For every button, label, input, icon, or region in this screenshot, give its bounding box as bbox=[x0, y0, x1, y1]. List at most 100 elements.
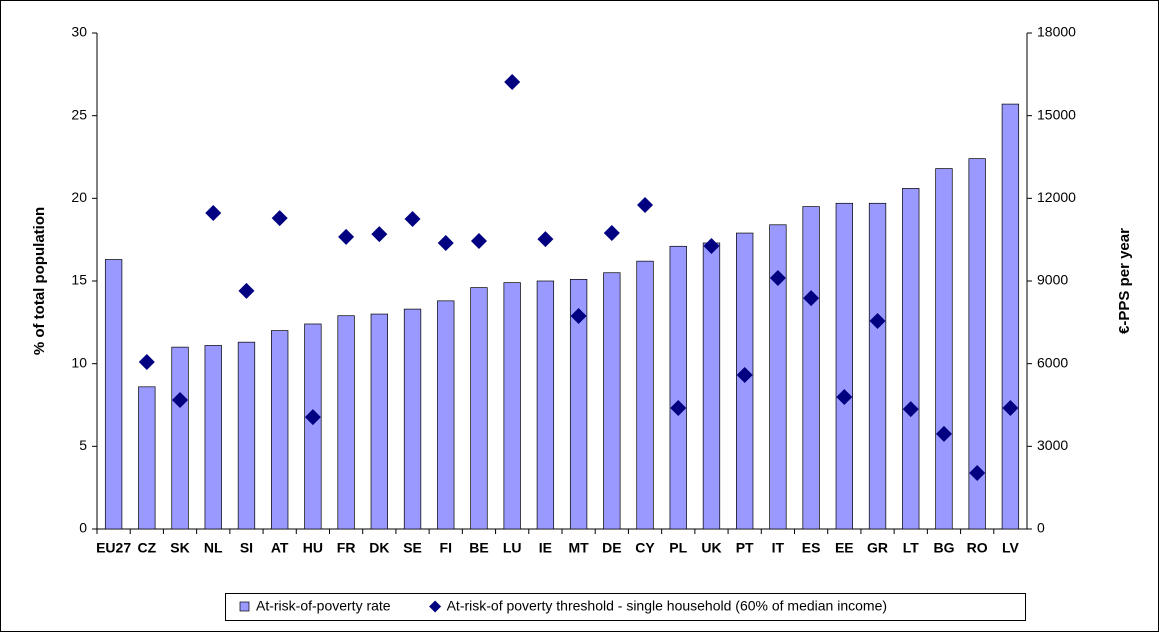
marker bbox=[736, 366, 753, 383]
bar bbox=[237, 341, 256, 530]
y2-tick-label: 6000 bbox=[1037, 354, 1068, 370]
bar bbox=[403, 308, 422, 530]
marker bbox=[238, 282, 255, 299]
marker bbox=[603, 225, 620, 242]
marker bbox=[504, 74, 521, 91]
bar bbox=[138, 386, 156, 530]
bar bbox=[437, 300, 455, 530]
marker bbox=[404, 211, 421, 227]
x-tick-label: IE bbox=[539, 540, 552, 556]
bar bbox=[636, 260, 654, 530]
x-tick-label: LV bbox=[1002, 540, 1020, 556]
marker bbox=[304, 409, 321, 426]
y2-tick-label: 12000 bbox=[1037, 189, 1076, 205]
bar bbox=[902, 188, 920, 530]
bar bbox=[370, 313, 388, 530]
bar bbox=[204, 345, 222, 530]
x-tick-label: SK bbox=[170, 540, 189, 556]
bar bbox=[968, 158, 986, 530]
marker bbox=[470, 233, 487, 250]
y2-tick-label: 18000 bbox=[1037, 24, 1076, 40]
x-tick-label: HU bbox=[303, 540, 323, 556]
marker bbox=[271, 210, 288, 227]
bar bbox=[1001, 103, 1020, 530]
x-tick-label: PT bbox=[736, 540, 754, 556]
legend-label: At-risk-of-poverty rate bbox=[256, 598, 391, 614]
bar bbox=[536, 280, 555, 530]
bar bbox=[304, 323, 322, 530]
bar bbox=[669, 245, 687, 530]
bar bbox=[802, 206, 820, 530]
y-axis-title: % of total population bbox=[31, 207, 48, 355]
x-tick-label: SI bbox=[240, 540, 253, 556]
bar bbox=[171, 346, 189, 530]
marker bbox=[338, 228, 355, 245]
marker bbox=[537, 231, 554, 248]
x-tick-label: FR bbox=[337, 540, 356, 556]
y-tick-label: 20 bbox=[71, 189, 87, 205]
marker bbox=[969, 465, 986, 482]
bar bbox=[702, 242, 721, 530]
x-tick-label: ES bbox=[802, 540, 821, 556]
y2-tick-label: 0 bbox=[1037, 520, 1045, 536]
bar bbox=[769, 224, 787, 530]
x-tick-label: LU bbox=[503, 540, 522, 556]
bar bbox=[104, 259, 123, 530]
x-tick-label: CZ bbox=[137, 540, 156, 556]
x-tick-label: AT bbox=[271, 540, 289, 556]
bar bbox=[935, 168, 953, 530]
marker bbox=[371, 226, 388, 243]
x-tick-label: RO bbox=[967, 540, 988, 556]
marker bbox=[902, 401, 919, 418]
y2-tick-label: 3000 bbox=[1037, 437, 1068, 453]
marker bbox=[869, 312, 886, 329]
y-tick-label: 10 bbox=[71, 354, 87, 370]
bar bbox=[603, 272, 621, 530]
marker bbox=[437, 234, 454, 251]
x-tick-label: SE bbox=[403, 540, 422, 556]
x-tick-label: BE bbox=[469, 540, 488, 556]
marker bbox=[803, 290, 820, 307]
x-tick-label: EU27 bbox=[96, 540, 131, 556]
x-tick-label: UK bbox=[701, 540, 721, 556]
bar bbox=[569, 278, 588, 530]
x-tick-label: GR bbox=[867, 540, 888, 556]
y-tick-label: 0 bbox=[79, 520, 87, 536]
marker bbox=[205, 204, 222, 221]
y2-axis-title: €-PPS per year bbox=[1116, 228, 1133, 334]
marker bbox=[935, 425, 952, 442]
legend-label: At-risk-of poverty threshold - single ho… bbox=[447, 598, 887, 614]
marker bbox=[670, 400, 687, 417]
x-tick-label: MT bbox=[568, 540, 589, 556]
x-tick-label: IT bbox=[772, 540, 785, 556]
x-tick-label: DK bbox=[369, 540, 389, 556]
marker bbox=[836, 389, 853, 406]
legend-swatch bbox=[239, 601, 250, 612]
x-tick-label: BG bbox=[933, 540, 954, 556]
bar bbox=[868, 202, 887, 530]
marker bbox=[172, 392, 189, 409]
y2-tick-label: 9000 bbox=[1037, 272, 1068, 288]
x-tick-label: EE bbox=[835, 540, 854, 556]
marker bbox=[769, 269, 786, 286]
bar bbox=[835, 202, 853, 530]
x-tick-label: PL bbox=[669, 540, 687, 556]
bar bbox=[337, 315, 355, 530]
bar bbox=[271, 330, 289, 530]
legend-swatch bbox=[429, 600, 442, 613]
y-tick-label: 5 bbox=[79, 437, 87, 453]
y-tick-label: 25 bbox=[71, 106, 87, 122]
y2-tick-label: 15000 bbox=[1037, 106, 1076, 122]
bar bbox=[503, 282, 521, 530]
bar bbox=[470, 287, 488, 530]
legend-box bbox=[225, 593, 1026, 621]
marker bbox=[637, 196, 654, 213]
marker bbox=[1002, 400, 1019, 417]
x-tick-label: FI bbox=[440, 540, 452, 556]
marker bbox=[570, 307, 587, 324]
x-tick-label: DE bbox=[602, 540, 621, 556]
x-tick-label: CY bbox=[635, 540, 655, 556]
y-tick-label: 30 bbox=[71, 24, 87, 40]
x-tick-label: LT bbox=[903, 540, 920, 556]
y-tick-label: 15 bbox=[71, 272, 87, 288]
